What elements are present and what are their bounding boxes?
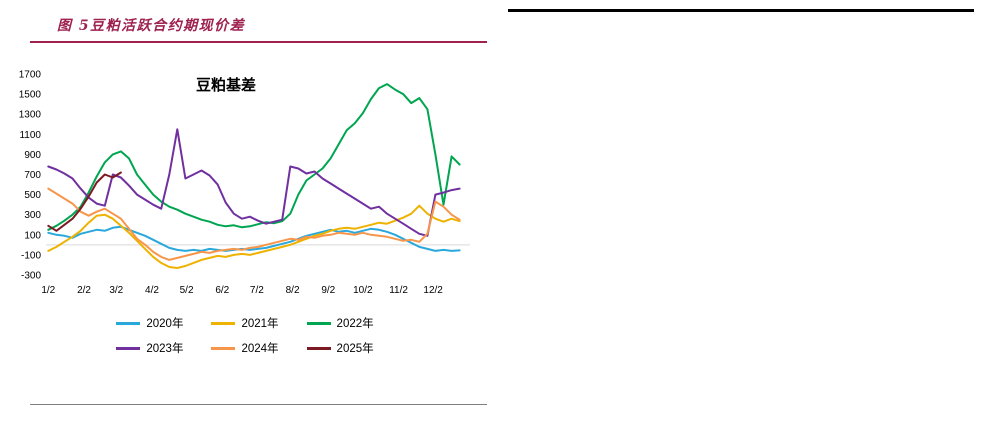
y-axis-tick-label: 300	[24, 210, 41, 221]
x-axis-tick-label: 10/2	[353, 285, 373, 296]
figure-title: 图 5豆粕活跃合约期现价差	[57, 18, 246, 34]
chart-legend: 2020年 2021年 2022年 2023年 2024年 2025年	[8, 315, 482, 356]
legend-item-2023年: 2023年	[116, 340, 183, 356]
legend-swatch	[116, 346, 141, 350]
y-axis-tick-label: -100	[21, 250, 41, 261]
legend-label: 2021年	[241, 318, 279, 330]
x-axis-tick-label: 9/2	[321, 285, 335, 296]
x-axis-tick-label: 11/2	[389, 285, 408, 296]
legend-swatch	[306, 346, 331, 350]
legend-label: 2023年	[146, 343, 184, 355]
basis-chart-svg: 1700150013001100900700500300100-100-3001…	[19, 70, 470, 296]
series-line-2020年	[47, 225, 461, 252]
series-line-2025年	[47, 171, 122, 232]
series-line-2024年	[47, 187, 461, 261]
legend-swatch	[306, 321, 331, 325]
legend-item-2024年: 2024年	[211, 340, 279, 356]
right-column-divider	[508, 9, 974, 12]
legend-row: 2023年 2024年 2025年	[8, 340, 482, 356]
x-axis-tick-label: 1/2	[41, 285, 55, 296]
legend-item-2025年: 2025年	[306, 340, 374, 356]
x-axis-tick-label: 3/2	[109, 285, 123, 296]
y-axis-tick-label: 900	[24, 150, 41, 161]
x-axis-tick-label: 2/2	[77, 285, 91, 296]
basis-chart: 1700 1500 1300 1100 900 700 500 300 100 -100 -300 1…	[8, 58, 482, 365]
bottom-divider	[30, 404, 487, 405]
y-axis-tick-label: 100	[24, 230, 41, 241]
y-axis-tick-label: 700	[24, 170, 41, 181]
legend-swatch	[211, 346, 236, 350]
legend-swatch	[116, 321, 141, 325]
y-axis-tick-label: -300	[21, 271, 41, 282]
series-line-2023年	[47, 128, 461, 237]
y-axis-tick-label: 1300	[19, 110, 42, 121]
legend-label: 2025年	[336, 343, 374, 355]
legend-row: 2020年 2021年 2022年	[8, 315, 482, 331]
figure-title-underline	[30, 41, 487, 43]
series-line-2021年	[47, 204, 461, 269]
legend-label: 2024年	[241, 343, 279, 355]
x-axis-tick-label: 5/2	[180, 285, 194, 296]
x-axis-tick-label: 12/2	[423, 285, 443, 296]
x-axis-tick-label: 4/2	[145, 285, 159, 296]
series-line-2022年	[47, 83, 461, 231]
y-axis-tick-label: 1700	[19, 70, 42, 81]
x-axis-tick-label: 6/2	[215, 285, 229, 296]
y-axis-tick-label: 1100	[19, 130, 41, 141]
legend-item-2021年: 2021年	[211, 315, 279, 331]
legend-label: 2022年	[336, 318, 374, 330]
legend-item-2020年: 2020年	[116, 315, 183, 331]
y-axis-tick-label: 500	[24, 190, 41, 201]
y-axis-tick-label: 1500	[19, 90, 42, 101]
x-axis-tick-label: 8/2	[286, 285, 300, 296]
legend-swatch	[211, 321, 236, 325]
legend-item-2022年: 2022年	[306, 315, 374, 331]
legend-label: 2020年	[146, 318, 184, 330]
x-axis-tick-label: 7/2	[250, 285, 264, 296]
